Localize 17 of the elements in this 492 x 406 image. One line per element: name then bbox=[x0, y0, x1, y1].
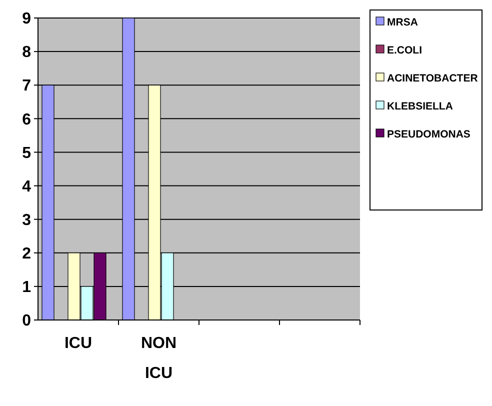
y-tick-label: 1 bbox=[22, 279, 32, 296]
y-tick-label: 9 bbox=[22, 10, 32, 28]
y-tick-label: 5 bbox=[22, 144, 32, 162]
x-tick-label: ICU bbox=[64, 335, 92, 352]
legend-label: MRSA bbox=[387, 16, 418, 29]
x-tick-label: NON ICU bbox=[140, 335, 177, 382]
legend-label: KLEBSIELLA bbox=[387, 100, 454, 113]
legend-label: PSEUDOMONAS bbox=[387, 128, 470, 141]
y-tick-label: 4 bbox=[22, 178, 32, 196]
y-tick-label: 6 bbox=[22, 111, 32, 128]
y-tick-label: 3 bbox=[22, 212, 32, 229]
y-tick-label: 0 bbox=[22, 312, 32, 330]
y-tick-label: 7 bbox=[22, 78, 32, 95]
y-tick-label: 8 bbox=[22, 44, 32, 62]
y-tick-label: 2 bbox=[22, 245, 32, 262]
legend-label: ACINETOBACTER bbox=[387, 72, 478, 85]
legend-label: E.COLI bbox=[387, 44, 422, 57]
